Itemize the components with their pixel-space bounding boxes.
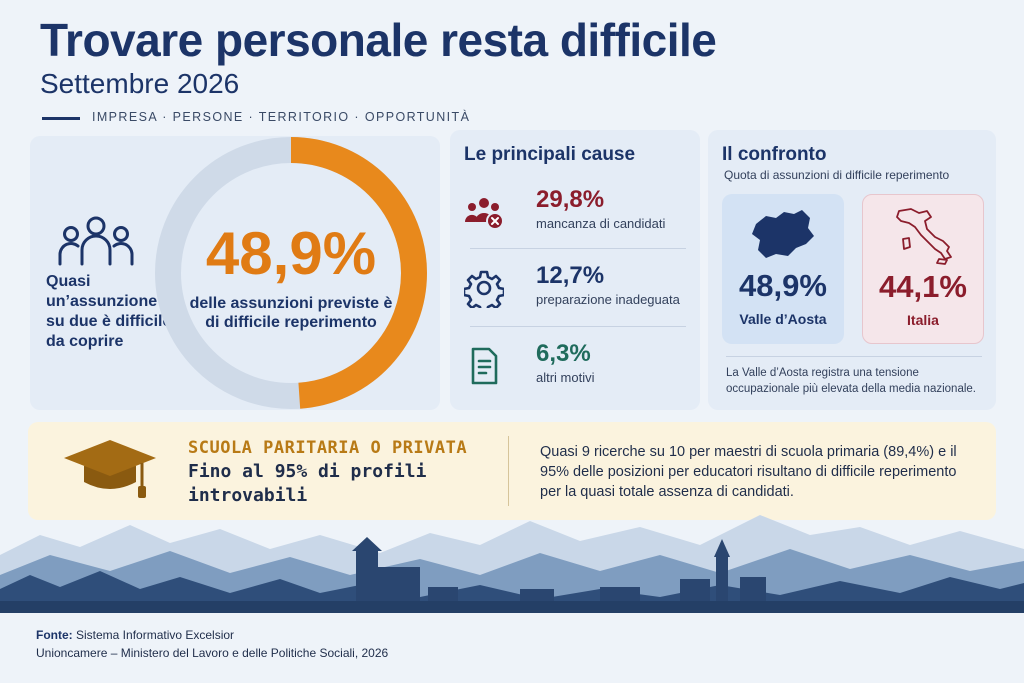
italy-map-icon (896, 208, 952, 265)
cause-label: preparazione inadeguata (536, 292, 680, 307)
school-banner: SCUOLA PARITARIA O PRIVATA Fino al 95% d… (28, 422, 996, 520)
source-label: Fonte: (36, 628, 73, 642)
page-title: Trovare personale resta difficile (40, 14, 717, 66)
region-value: 48,9% (739, 268, 827, 303)
cause-value: 29,8% (536, 186, 605, 213)
region-box-italia: 44,1% Italia (862, 194, 984, 344)
page-subtitle: Settembre 2026 (40, 68, 240, 99)
compare-card: Il confronto Quota di assunzioni di diff… (708, 130, 996, 410)
cause-label: altri motivi (536, 370, 595, 385)
footer-source-line: Fonte: Sistema Informativo Excelsior (36, 626, 388, 644)
people-x-icon (464, 198, 504, 230)
donut-center: 48,9% delle assunzioni previste è di dif… (184, 222, 398, 332)
graduation-cap-icon (64, 440, 156, 498)
source-name: Sistema Informativo Excelsior (76, 628, 235, 642)
cause-value: 12,7% (536, 262, 605, 289)
banner-text: Quasi 9 ricerche su 10 per maestri di sc… (540, 444, 957, 500)
divider (726, 356, 982, 357)
divider (470, 326, 686, 327)
tagline-accent-bar (42, 117, 80, 120)
compare-title: Il confronto (722, 144, 827, 165)
compare-note: La Valle d’Aosta registra una tensione o… (726, 367, 976, 395)
main-caption: Quasi un’assunzione su due è difficile d… (46, 273, 172, 350)
causes-card: Le principali cause 29,8% mancanza di ca… (450, 130, 700, 410)
cause-item-preparation: 12,7% preparazione inadeguata (464, 258, 686, 322)
divider (470, 248, 686, 249)
tagline-row: IMPRESA · PERSONE · TERRITORIO · OPPORTU… (40, 106, 1000, 132)
footer: Fonte: Sistema Informativo Excelsior Uni… (36, 626, 388, 662)
compare-subtitle: Quota di assunzioni di difficile reperim… (724, 168, 950, 182)
banner-heading: SCUOLA PARITARIA O PRIVATA (188, 438, 468, 458)
banner-highlight: Fino al 95% di profili introvabili (188, 461, 427, 506)
cause-value: 6,3% (536, 340, 591, 367)
footer-credit: Unioncamere – Ministero del Lavoro e del… (36, 646, 389, 660)
cause-item-candidates: 29,8% mancanza di candidati (464, 182, 686, 246)
region-name: Valle d’Aosta (739, 311, 827, 327)
people-icon (58, 216, 134, 266)
main-stat-card: Quasi un’assunzione su due è difficile d… (30, 136, 440, 410)
donut-caption: delle assunzioni previste è di difficile… (189, 295, 393, 331)
causes-title: Le principali cause (464, 144, 636, 165)
valle-aosta-map-icon (752, 210, 814, 258)
document-icon (471, 347, 498, 385)
cause-item-other: 6,3% altri motivi (464, 336, 686, 400)
donut-chart (155, 137, 427, 409)
region-box-valle-aosta: 48,9% Valle d’Aosta (722, 194, 844, 344)
main-percentage: 48,9% (205, 220, 377, 287)
cause-label: mancanza di candidati (536, 216, 666, 231)
region-name: Italia (907, 312, 939, 328)
tagline: IMPRESA · PERSONE · TERRITORIO · OPPORTU… (92, 110, 471, 124)
mountain-landscape-illustration (0, 515, 1024, 613)
region-value: 44,1% (879, 269, 967, 304)
banner-divider (508, 436, 509, 506)
gear-icon (464, 270, 504, 308)
header: Trovare personale resta difficile Settem… (40, 14, 1000, 132)
donut-fill (155, 137, 427, 409)
